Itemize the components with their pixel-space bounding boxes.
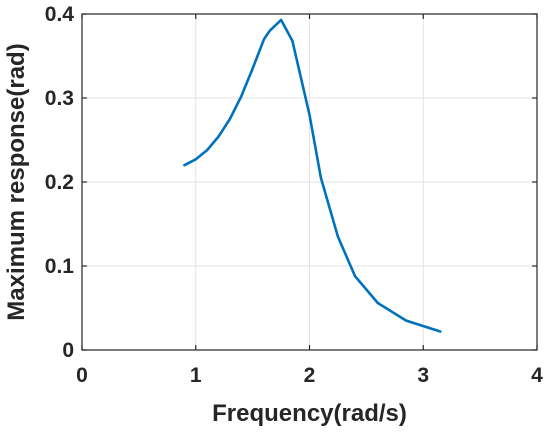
x-tick-label: 3 bbox=[417, 364, 429, 387]
series-line bbox=[183, 18, 442, 333]
x-tick-label: 4 bbox=[531, 364, 543, 387]
y-axis-label: Maximum response(rad) bbox=[3, 43, 30, 320]
x-tick-labels: 0 1 2 3 4 bbox=[76, 364, 543, 387]
series-layer bbox=[183, 18, 442, 333]
y-tick-labels: 0 0.1 0.2 0.3 0.4 bbox=[45, 3, 75, 362]
y-tick-label: 0.4 bbox=[45, 3, 75, 26]
x-tick-label: 0 bbox=[76, 364, 88, 387]
y-tick-label: 0 bbox=[62, 339, 74, 362]
grid bbox=[81, 13, 538, 351]
y-tick-label: 0.1 bbox=[45, 255, 75, 278]
x-tick-label: 2 bbox=[304, 364, 316, 387]
x-tick-label: 1 bbox=[190, 364, 202, 387]
y-tick-label: 0.2 bbox=[45, 171, 74, 194]
tick-marks bbox=[81, 13, 538, 351]
x-axis-label: Frequency(rad/s) bbox=[212, 400, 407, 427]
y-tick-label: 0.3 bbox=[45, 87, 74, 110]
